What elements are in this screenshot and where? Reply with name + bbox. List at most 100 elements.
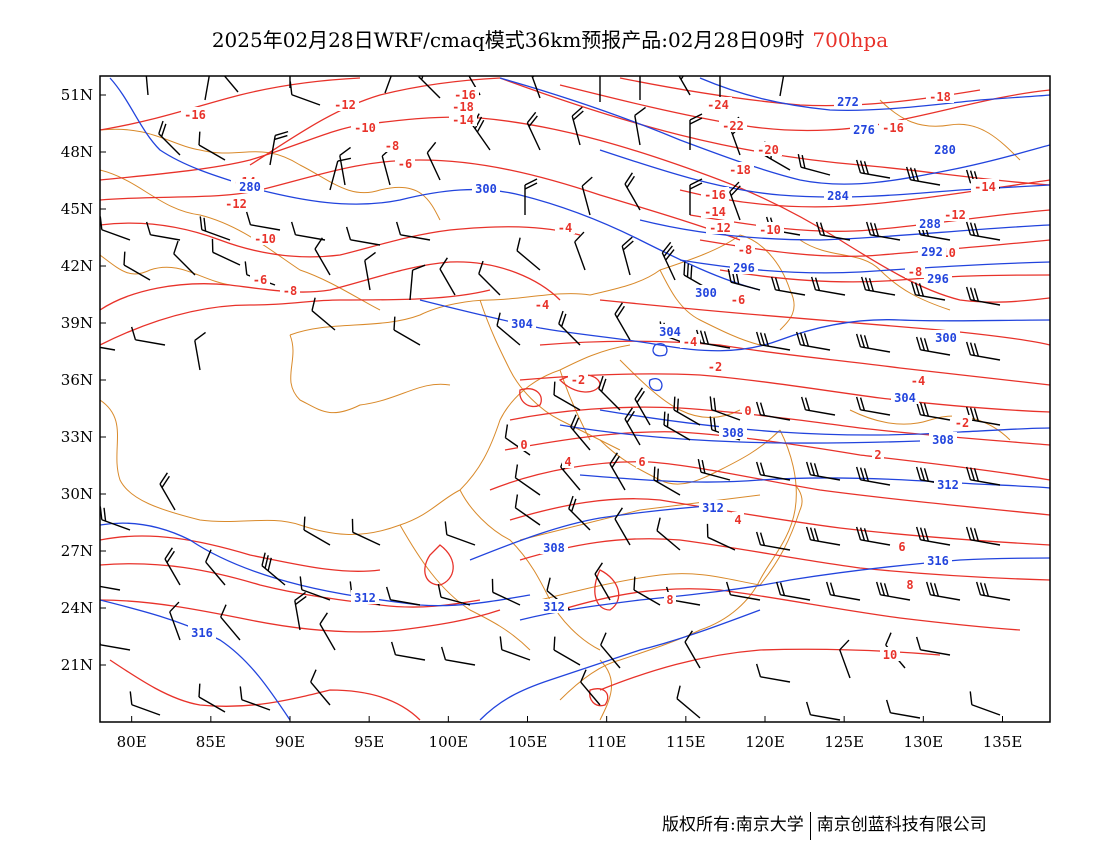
boundary-line [559, 429, 797, 701]
geopotential-contour [499, 77, 1050, 185]
temperature-label: -12 [334, 98, 356, 112]
wind-barb [639, 76, 641, 100]
temperature-label-bg [222, 196, 250, 210]
wind-barb [855, 526, 891, 546]
temperature-label: -2 [571, 373, 585, 387]
boundary-line [539, 573, 761, 601]
temperature-contour [689, 209, 1050, 232]
geopotential-label: 304 [894, 391, 916, 405]
wind-barb [100, 584, 121, 591]
wind-barb [289, 81, 321, 106]
wind-barb [159, 472, 176, 511]
wind-barb [496, 312, 521, 346]
wind-barb [211, 238, 241, 266]
wind-barb [516, 237, 541, 271]
temperature-contour [559, 588, 1021, 631]
wind-barb [329, 157, 352, 191]
temperature-contour [424, 544, 454, 586]
lat-tick-label: 36N [61, 371, 93, 389]
wind-barb [697, 458, 731, 481]
wind-barb [609, 452, 626, 491]
geopotential-label-bg [850, 122, 878, 136]
temperature-label-bg [896, 539, 908, 553]
wind-barb [689, 113, 703, 150]
temperature-label: -18 [729, 163, 751, 177]
wind-barb [825, 581, 861, 601]
wind-barb [245, 211, 281, 231]
wind-barb [395, 221, 431, 241]
lon-tick-label: 90E [275, 733, 305, 751]
temperature-label-bg [705, 359, 725, 373]
geopotential-contour [639, 219, 1050, 241]
wind-barb [199, 216, 231, 241]
temperature-contour [559, 84, 1050, 132]
wind-barb [123, 251, 151, 281]
geopotential-label-bg [931, 142, 959, 156]
wind-barb [925, 581, 961, 601]
wind-barb [594, 562, 611, 601]
wind-barb [570, 414, 591, 451]
wind-barb [514, 464, 541, 496]
wind-barb [100, 631, 131, 651]
pressure-level: 700hpa [812, 28, 889, 52]
geopotential-contour [109, 77, 761, 291]
temperature-contour [719, 269, 1050, 283]
temperature-contour [100, 261, 561, 311]
geopotential-label-bg [834, 94, 862, 108]
wind-barb [779, 76, 786, 97]
wind-barb [311, 297, 336, 331]
temperature-label: -4 [911, 374, 925, 388]
temperature-contour [519, 388, 542, 408]
wind-barb [965, 341, 1001, 361]
geopotential-label-bg [891, 390, 919, 404]
temperature-label-bg [706, 220, 734, 234]
temperature-label: -16 [184, 108, 206, 122]
lon-tick-label: 130E [904, 733, 944, 751]
wind-barb [581, 176, 593, 216]
lon-tick-label: 80E [117, 733, 147, 751]
geopotential-label-bg [924, 271, 952, 285]
temperature-label-bg [971, 179, 999, 193]
geopotential-label: 280 [239, 180, 261, 194]
wind-barb [661, 241, 676, 281]
geopotential-label: 312 [937, 478, 959, 492]
geopotential-label: 300 [695, 286, 717, 300]
wind-barb [600, 632, 621, 669]
temperature-contour [100, 116, 1050, 303]
temperature-label: 2 [874, 448, 881, 462]
temperature-contour [519, 373, 1050, 413]
wind-barb [676, 685, 701, 719]
wind-barb [815, 221, 851, 241]
wind-barb [409, 264, 426, 301]
wind-barb [220, 604, 241, 641]
geopotential-label: 284 [827, 189, 849, 203]
wind-barb [614, 302, 631, 341]
temperature-label-bg [908, 373, 928, 387]
temperature-label: -12 [225, 197, 247, 211]
lat-tick-label: 51N [61, 86, 93, 104]
temperature-label-bg [872, 447, 884, 461]
wind-barb [239, 686, 271, 711]
wind-barb [755, 331, 791, 351]
temperature-label: 4 [734, 513, 741, 527]
temperature-contour [589, 688, 609, 707]
geopotential-label: 312 [702, 501, 724, 515]
temperature-contour [249, 77, 501, 166]
wind-barb [491, 578, 521, 606]
wind-barb [614, 507, 631, 546]
wind-barb [885, 699, 921, 719]
lon-tick-label: 125E [824, 733, 864, 751]
lat-tick-label: 48N [61, 143, 93, 161]
wind-barb [173, 240, 196, 276]
temperature-label-bg [568, 372, 588, 386]
temperature-contour [519, 538, 1050, 581]
geopotential-label-bg [932, 330, 960, 344]
geopotential-contour [699, 77, 1050, 111]
boundary-line [799, 239, 951, 311]
wind-barb [656, 517, 681, 551]
wind-barb [418, 76, 441, 99]
wind-barb [553, 381, 581, 411]
wind-barb [198, 131, 226, 161]
temperature-label-bg [735, 242, 755, 256]
wind-barb [755, 663, 791, 683]
